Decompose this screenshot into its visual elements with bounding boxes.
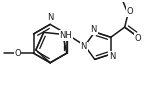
Text: O: O xyxy=(127,7,133,16)
Text: NH: NH xyxy=(60,31,72,40)
Text: N: N xyxy=(109,52,115,61)
Text: O: O xyxy=(135,34,141,43)
Text: N: N xyxy=(80,42,87,51)
Text: N: N xyxy=(91,25,97,34)
Text: N: N xyxy=(47,13,53,22)
Text: O: O xyxy=(14,49,21,58)
